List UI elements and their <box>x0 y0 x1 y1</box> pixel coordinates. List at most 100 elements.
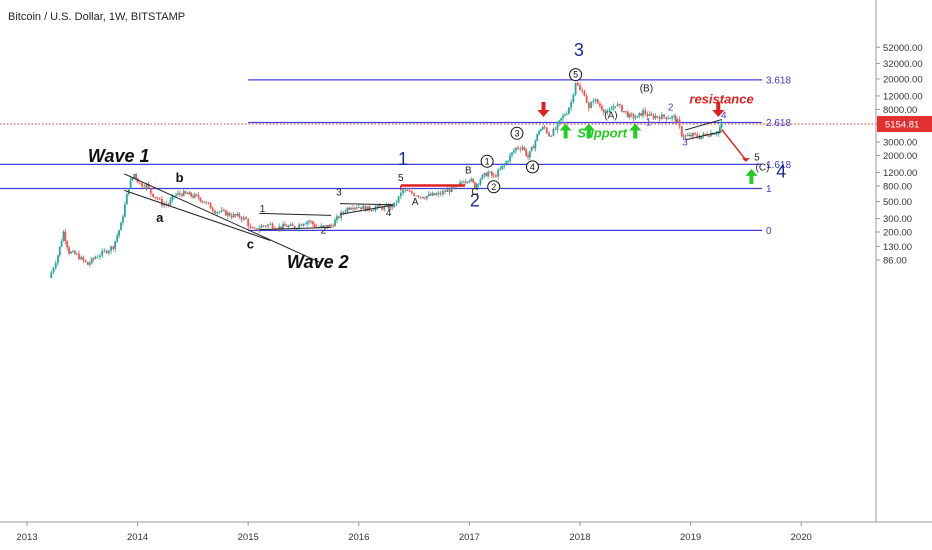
candle-body <box>328 224 331 228</box>
candle-body <box>293 226 296 229</box>
candle-body <box>505 161 508 164</box>
candle-body <box>606 111 609 113</box>
candle-body <box>642 110 644 116</box>
candle-body <box>267 224 270 227</box>
wave-circle-label: 1 <box>485 156 490 166</box>
candle-body <box>324 225 327 226</box>
candle-body <box>75 253 78 255</box>
x-tick-label: 2014 <box>127 532 148 543</box>
candle-body <box>485 173 488 177</box>
candle-body <box>220 210 223 212</box>
candle-body <box>99 255 101 257</box>
candle-body <box>389 204 392 209</box>
candle-body <box>415 195 418 197</box>
candle-body <box>253 227 256 229</box>
candle-body <box>260 225 263 229</box>
candle-body <box>54 263 57 268</box>
candle-body <box>691 132 694 137</box>
candle-body <box>165 203 168 205</box>
wave-minor-label: 5 <box>754 153 760 164</box>
candle-body <box>600 105 603 110</box>
candle-body <box>490 171 493 176</box>
y-tick-label: 800.00 <box>883 181 912 192</box>
candle-body <box>530 146 533 152</box>
wave-degree-label: 3 <box>574 40 584 60</box>
candle-body <box>242 217 245 220</box>
candle-body <box>459 182 461 185</box>
candle-body <box>336 216 338 221</box>
candle-body <box>579 85 581 91</box>
candle-body <box>612 106 615 109</box>
candle-body <box>393 202 396 207</box>
fib-level-label: 3.618 <box>766 75 791 86</box>
candle-body <box>441 191 444 195</box>
candle-body <box>594 99 597 102</box>
candle-body <box>523 147 526 150</box>
candle-body <box>489 171 491 173</box>
candle-body <box>513 150 515 153</box>
wave-degree-label: 4 <box>776 162 786 182</box>
candle-body <box>127 188 130 194</box>
candle-body <box>581 90 584 92</box>
candle-body <box>495 175 497 177</box>
candle-body <box>638 113 641 116</box>
candle-body <box>251 227 254 229</box>
candle-body <box>694 132 696 135</box>
candle-body <box>477 183 480 185</box>
candle-body <box>558 120 561 124</box>
candle-body <box>466 181 469 183</box>
candle-body <box>58 246 61 256</box>
candle-body <box>397 196 400 203</box>
candle-body <box>330 224 333 226</box>
candle-body <box>636 115 639 118</box>
candle-body <box>545 127 548 133</box>
candle-body <box>429 194 432 196</box>
candle-body <box>163 203 166 206</box>
candle-body <box>199 197 202 202</box>
candle-body <box>193 194 196 198</box>
y-tick-label: 1200.00 <box>883 168 917 179</box>
candle-body <box>669 118 672 120</box>
candle-body <box>387 204 390 209</box>
candle-body <box>203 201 206 203</box>
candle-body <box>509 155 511 161</box>
candle-body <box>404 189 407 191</box>
wedge-upper <box>684 119 722 131</box>
candle-body <box>103 250 106 252</box>
support-arrow-up <box>629 123 642 139</box>
candle-body <box>192 196 194 198</box>
candle-body <box>245 217 247 220</box>
candle-body <box>383 206 386 210</box>
wave-circle <box>480 154 494 168</box>
candle-body <box>634 117 637 119</box>
wave-minor-label: C <box>471 187 478 198</box>
candle-body <box>320 225 323 228</box>
candle-body <box>264 225 267 227</box>
x-tick-label: 2020 <box>791 532 812 543</box>
candle-body <box>179 193 181 195</box>
candle-body <box>538 131 540 134</box>
candle-body <box>462 182 465 184</box>
candle-body <box>122 216 124 223</box>
candle-body <box>492 175 495 177</box>
candle-body <box>195 194 198 196</box>
candle-body <box>599 103 601 106</box>
candle-body <box>621 105 623 112</box>
candle-body <box>190 192 192 197</box>
support-arrow-up <box>559 123 572 139</box>
resistance-label: resistance <box>689 92 753 107</box>
candle-body <box>556 123 559 130</box>
candle-body <box>304 223 307 225</box>
candle-body <box>211 208 214 211</box>
candle-body <box>186 193 189 195</box>
candle-body <box>360 207 362 210</box>
triangle2-lower <box>339 204 394 215</box>
candle-body <box>713 133 716 135</box>
candle-body <box>425 196 428 199</box>
y-tick-label: 86.00 <box>883 256 907 267</box>
candle-body <box>700 136 703 139</box>
candle-body <box>300 224 303 226</box>
candle-body <box>690 134 692 137</box>
candle-body <box>78 253 80 260</box>
